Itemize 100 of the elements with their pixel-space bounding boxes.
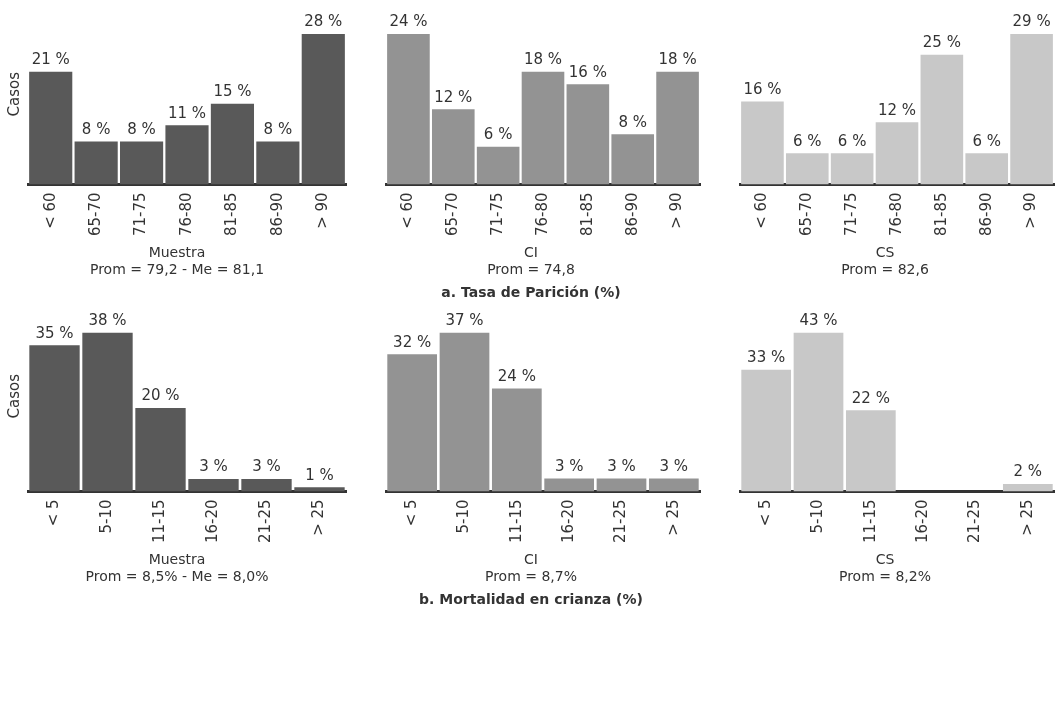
x-tick-label: 16-20 (203, 499, 222, 544)
x-tick-label: 5-10 (454, 499, 473, 534)
bar (611, 134, 655, 185)
bar (648, 478, 699, 492)
data-label: 11 % (167, 103, 207, 122)
data-label: 1 % (305, 465, 334, 484)
x-axis-title: CI (523, 551, 539, 568)
data-label: 2 % (1013, 462, 1043, 481)
data-label: 18 % (658, 50, 697, 69)
data-label: 6 % (972, 131, 1001, 150)
data-label: 43 % (799, 311, 838, 330)
x-tick-label: 16-20 (913, 499, 932, 544)
x-tick-label: 11-15 (150, 499, 169, 544)
x-tick-label: 81-85 (222, 192, 241, 237)
text: Prom = 8,7% (483, 568, 578, 585)
text: Prom = 8,2% (837, 568, 932, 585)
bar (29, 345, 80, 492)
y-axis-title: Casos (4, 373, 23, 419)
bar (29, 71, 73, 185)
x-tick-label: 65-70 (86, 192, 105, 237)
bar (521, 71, 565, 185)
x-tick-label: 86-90 (622, 192, 641, 237)
bar (476, 146, 520, 185)
bar (785, 153, 829, 185)
bar (793, 332, 844, 492)
x-tick-label: 65-70 (797, 192, 816, 237)
bar (188, 478, 239, 492)
data-label: 18 % (523, 50, 563, 69)
data-label: 20 % (141, 386, 180, 405)
x-tick-label: 21-25 (256, 499, 275, 544)
x-tick-label: 76-80 (176, 192, 195, 237)
x-axis-title: Muestra (147, 551, 207, 568)
x-tick-label: < 5 (756, 499, 775, 527)
bar (294, 487, 345, 492)
data-label: 3 % (199, 457, 228, 476)
data-label: 8 % (618, 112, 647, 131)
data-label: 21 % (31, 50, 70, 69)
bar (656, 71, 699, 185)
x-tick-label: < 60 (398, 192, 417, 229)
x-tick-label: > 90 (667, 192, 686, 229)
data-label: 3 % (252, 457, 281, 476)
data-label: 35 % (35, 323, 74, 342)
x-tick-label: 71-75 (842, 192, 861, 237)
bar (544, 478, 595, 492)
x-axis-title: CS (874, 551, 896, 568)
data-label: 22 % (851, 388, 890, 407)
x-tick-label: 11-15 (506, 499, 525, 544)
bar (241, 478, 292, 492)
data-label: 37 % (445, 311, 484, 330)
data-label: 12 % (434, 87, 473, 106)
data-label: 24 % (497, 366, 536, 385)
data-label: 3 % (607, 456, 636, 475)
data-label: 6 % (837, 131, 867, 150)
x-tick-label: 21-25 (611, 499, 630, 544)
text: Prom = 79,2 - Me = 81,1 (88, 261, 266, 278)
data-label: 3 % (554, 456, 584, 475)
text: Prom = 82,6 (840, 261, 930, 278)
x-tick-label: 76-80 (532, 192, 551, 237)
bar (741, 101, 784, 185)
x-tick-label: > 25 (1017, 499, 1036, 536)
data-label: 25 % (922, 33, 961, 52)
bar (301, 34, 345, 185)
bar (439, 332, 490, 492)
data-label: 29 % (1012, 12, 1051, 31)
y-axis-title: Casos (4, 71, 23, 117)
x-axis-title: CI (523, 244, 539, 261)
x-tick-label: 5-10 (97, 499, 116, 534)
data-label: 24 % (389, 12, 428, 31)
data-label: 15 % (213, 82, 252, 101)
x-tick-label: < 5 (402, 499, 421, 527)
x-tick-label: 71-75 (131, 192, 150, 237)
bar (74, 141, 118, 185)
x-tick-label: > 25 (663, 499, 682, 536)
x-tick-label: < 60 (40, 192, 59, 229)
data-label: 6 % (793, 131, 822, 150)
x-tick-label: < 60 (752, 192, 771, 229)
x-tick-label: > 90 (1021, 192, 1040, 229)
text: Prom = 74,8 (486, 261, 576, 278)
bar (82, 332, 133, 492)
data-label: 8 % (81, 119, 111, 138)
bar (830, 153, 874, 185)
bar (566, 84, 610, 185)
bar (431, 109, 475, 185)
bar (845, 410, 896, 492)
bar (965, 153, 1009, 185)
data-label: 8 % (127, 119, 156, 138)
x-tick-label: 86-90 (267, 192, 286, 237)
x-tick-label: < 5 (44, 499, 63, 527)
bar (210, 103, 255, 185)
bar (875, 122, 919, 185)
bar (135, 407, 186, 492)
bar (1010, 34, 1053, 185)
data-label: 16 % (743, 79, 782, 98)
data-label: 28 % (304, 12, 343, 31)
bar (491, 388, 542, 492)
x-tick-label: 76-80 (886, 192, 905, 237)
x-tick-label: 65-70 (443, 192, 462, 237)
x-tick-label: 71-75 (488, 192, 507, 237)
x-tick-label: 5-10 (808, 499, 827, 534)
x-axis-title: Muestra (147, 244, 207, 261)
